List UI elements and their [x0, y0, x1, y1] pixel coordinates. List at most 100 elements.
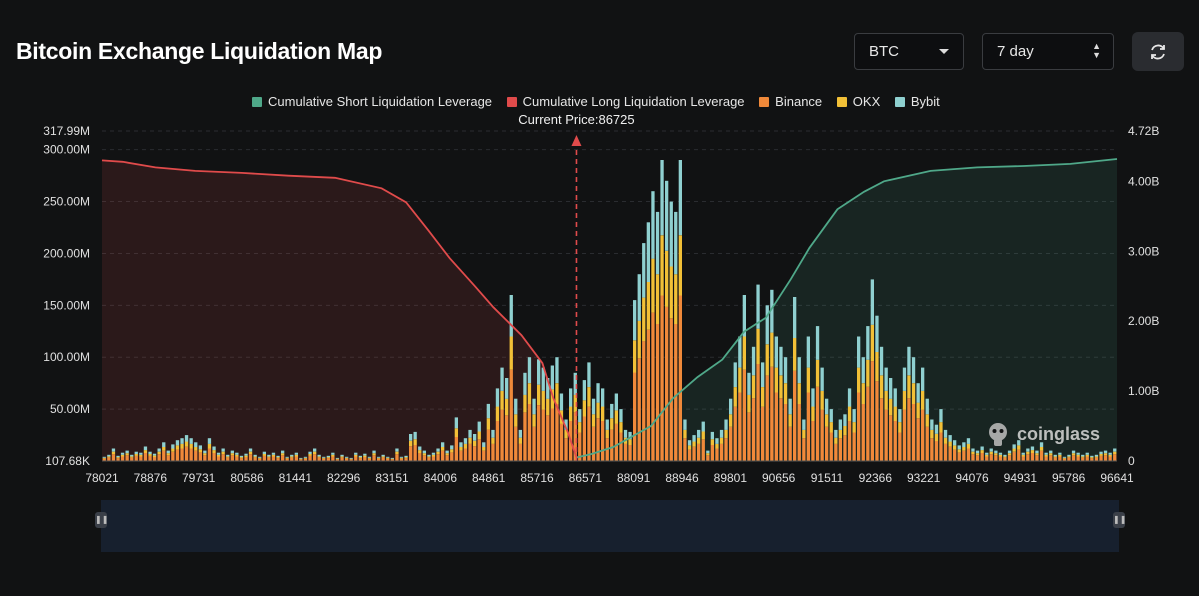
okx-bar [1035, 453, 1039, 456]
binance-bar [189, 448, 193, 461]
binance-bar [738, 392, 742, 461]
binance-bar [500, 409, 504, 461]
okx-bar [244, 455, 248, 458]
binance-bar [765, 375, 769, 461]
legend-item-okx[interactable]: OKX [836, 94, 880, 109]
okx-bar [793, 338, 797, 371]
bybit-bar [966, 438, 971, 444]
okx-bar [226, 456, 230, 458]
binance-bar [514, 426, 518, 461]
binance-bar [441, 450, 445, 461]
okx-bar [235, 454, 239, 457]
binance-bar [902, 409, 907, 461]
binance-bar [1103, 455, 1108, 461]
binance-bar [1039, 450, 1044, 461]
binance-bar [829, 432, 833, 461]
bybit-bar [454, 417, 458, 429]
bybit-bar [1035, 450, 1039, 454]
binance-bar [198, 452, 202, 461]
binance-bar [953, 449, 957, 461]
binance-bar [724, 438, 728, 461]
binance-bar [911, 403, 916, 461]
bybit-bar [943, 429, 948, 438]
binance-bar [331, 456, 335, 461]
bybit-bar [852, 409, 856, 423]
period-select[interactable]: 7 day ▲ ▼ [982, 33, 1114, 70]
bybit-bar [738, 336, 742, 368]
binance-bar [527, 403, 532, 461]
okx-bar [491, 437, 495, 444]
legend-item-bybit[interactable]: Bybit [894, 94, 940, 109]
okx-bar [546, 398, 550, 416]
binance-bar [363, 457, 367, 461]
refresh-button[interactable] [1132, 32, 1184, 71]
legend-item-short[interactable]: Cumulative Short Liquidation Leverage [252, 94, 492, 109]
binance-bar [413, 445, 417, 461]
okx-bar [1085, 454, 1089, 457]
chart-legend: Cumulative Short Liquidation Leverage Cu… [252, 94, 951, 110]
bybit-bar [459, 442, 463, 447]
binance-bar [861, 403, 865, 461]
okx-bar [518, 437, 522, 444]
bybit-bar [486, 403, 490, 419]
okx-bar [505, 398, 509, 416]
binance-bar [783, 403, 788, 461]
okx-bar [377, 457, 381, 459]
legend-item-long[interactable]: Cumulative Long Liquidation Leverage [506, 94, 745, 109]
okx-bar [655, 274, 660, 324]
okx-bar [436, 451, 440, 455]
binance-bar [770, 366, 774, 461]
okx-bar [102, 457, 106, 459]
okx-bar [1017, 445, 1021, 450]
okx-bar [683, 429, 687, 439]
bybit-bar [166, 450, 170, 454]
bybit-bar [194, 442, 198, 447]
okx-bar [815, 359, 820, 387]
binance-bar [143, 453, 148, 461]
bybit-bar [271, 452, 276, 455]
binance-bar [207, 448, 212, 461]
range-slider-right-handle[interactable]: ❚❚ [1113, 512, 1126, 528]
range-slider-left-handle[interactable]: ❚❚ [95, 512, 108, 528]
okx-bar [555, 383, 559, 404]
bybit-bar [198, 445, 202, 450]
bybit-bar [742, 295, 746, 337]
y-left-tick-label: 300.00M [43, 143, 90, 157]
symbol-select[interactable]: BTC [854, 33, 964, 70]
binance-bar [235, 456, 239, 461]
okx-bar [774, 367, 778, 393]
binance-bar [354, 456, 358, 461]
binance-bar [239, 458, 244, 461]
bybit-bar [367, 456, 372, 458]
range-slider[interactable] [101, 500, 1119, 552]
okx-bar [253, 456, 257, 458]
okx-bar [143, 450, 148, 453]
bybit-bar [1012, 444, 1016, 449]
binance-bar [335, 459, 340, 461]
okx-bar [427, 456, 431, 458]
bybit-bar [697, 429, 701, 438]
binance-bar [546, 415, 550, 461]
bybit-bar [591, 398, 596, 415]
bybit-bar [628, 431, 632, 440]
bybit-bar [605, 419, 609, 430]
binance-bar [427, 457, 431, 461]
long-area [102, 160, 577, 461]
binance-bar [683, 438, 687, 461]
bybit-bar [189, 438, 193, 444]
legend-item-binance[interactable]: Binance [759, 94, 822, 109]
binance-bar [934, 441, 939, 461]
binance-bar [633, 372, 637, 461]
binance-bar [203, 455, 207, 461]
bybit-bar [715, 438, 719, 444]
binance-bar [966, 448, 971, 461]
okx-bar [710, 439, 714, 445]
okx-bar [495, 406, 500, 421]
okx-bar [514, 414, 518, 427]
bybit-bar [747, 372, 751, 395]
binance-bar [1094, 457, 1099, 461]
bybit-bar [308, 451, 312, 454]
okx-bar [788, 414, 792, 427]
binance-bar [674, 324, 678, 461]
